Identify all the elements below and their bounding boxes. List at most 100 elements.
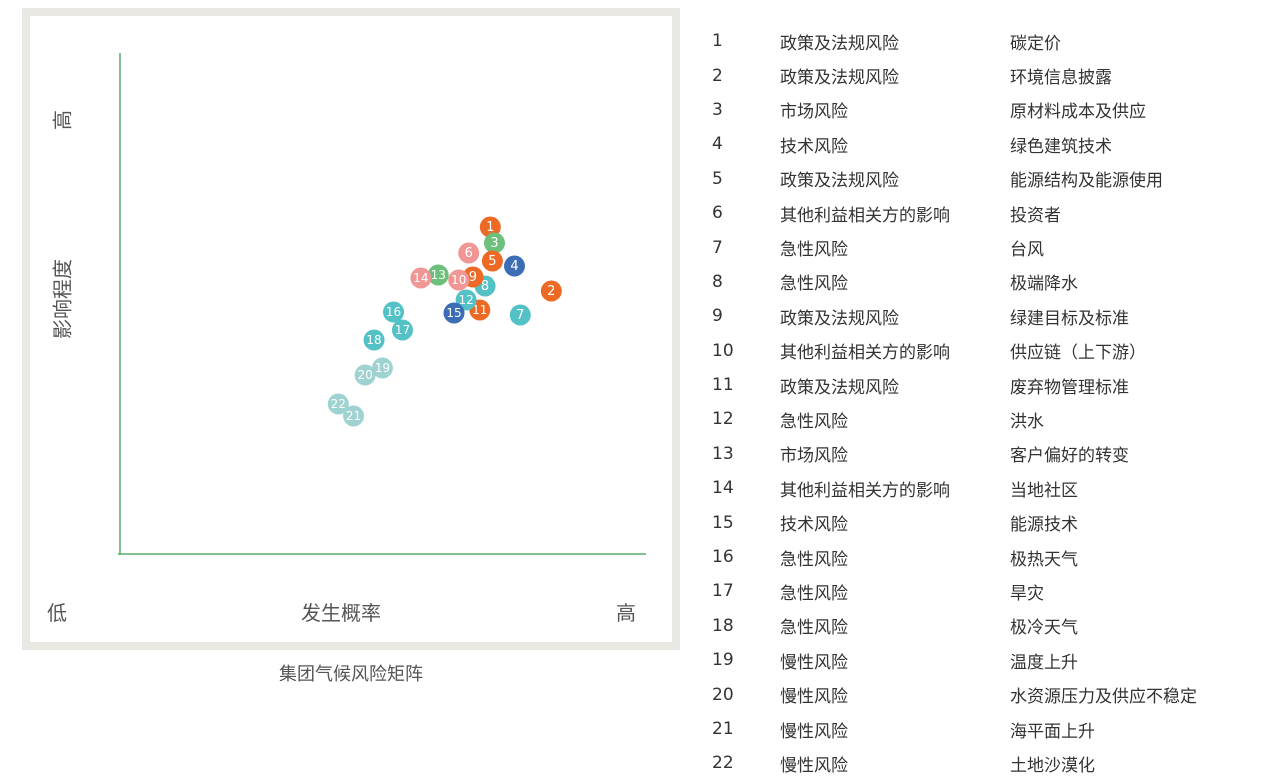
point-label: 18	[366, 333, 381, 347]
point-16: 16	[383, 301, 405, 323]
risk-item: 环境信息披露	[1010, 68, 1112, 89]
point-22: 22	[327, 393, 349, 415]
point-2: 2	[540, 280, 562, 302]
point-marker	[479, 216, 501, 238]
table-row: 6 其他利益相关方的影响 投资者	[700, 196, 1260, 230]
y-axis-label: 影响程度	[51, 259, 75, 339]
point-19: 19	[371, 357, 393, 379]
point-17: 17	[391, 319, 413, 341]
risk-item: 土地沙漠化	[1010, 755, 1095, 776]
row-number: 14	[712, 478, 734, 499]
point-label: 7	[516, 308, 524, 323]
row-number: 22	[712, 753, 734, 774]
risk-item: 旱灾	[1010, 583, 1044, 604]
point-marker	[327, 393, 349, 415]
point-label: 6	[465, 246, 473, 261]
point-label: 8	[481, 279, 489, 294]
point-marker	[410, 267, 432, 289]
risk-category: 市场风险	[780, 102, 848, 123]
point-marker	[443, 302, 465, 324]
risk-category: 政策及法规风险	[780, 308, 899, 329]
risk-item: 极端降水	[1010, 274, 1078, 295]
table-row: 1 政策及法规风险 碳定价	[700, 24, 1260, 58]
risk-item: 当地社区	[1010, 480, 1078, 501]
risk-table: 1 政策及法规风险 碳定价 2 政策及法规风险 环境信息披露 3 市场风险 原材料成本及供应 4 技…	[700, 24, 1260, 781]
risk-item: 能源技术	[1010, 515, 1078, 536]
point-label: 10	[451, 273, 466, 287]
point-6: 6	[458, 242, 480, 264]
table-row: 8 急性风险 极端降水	[700, 265, 1260, 299]
table-row: 15 技术风险 能源技术	[700, 505, 1260, 539]
risk-category: 政策及法规风险	[780, 377, 899, 398]
risk-item: 碳定价	[1010, 33, 1061, 54]
table-row: 14 其他利益相关方的影响 当地社区	[700, 471, 1260, 505]
risk-category: 技术风险	[780, 136, 848, 157]
point-marker	[427, 264, 449, 286]
point-label: 3	[490, 236, 498, 251]
table-row: 12 急性风险 洪水	[700, 402, 1260, 436]
x-high-label: 高	[616, 601, 636, 625]
row-number: 5	[712, 168, 723, 189]
point-label: 20	[357, 368, 372, 382]
risk-item: 海平面上升	[1010, 721, 1095, 742]
row-number: 16	[712, 547, 734, 568]
point-marker	[391, 319, 413, 341]
point-marker	[448, 269, 470, 291]
table-row: 17 急性风险 旱灾	[700, 574, 1260, 608]
point-marker	[458, 242, 480, 264]
risk-category: 市场风险	[780, 446, 848, 467]
table-row: 7 急性风险 台风	[700, 230, 1260, 264]
point-label: 21	[346, 409, 361, 423]
table-row: 5 政策及法规风险 能源结构及能源使用	[700, 162, 1260, 196]
point-13: 13	[427, 264, 449, 286]
risk-category: 政策及法规风险	[780, 33, 899, 54]
risk-item: 温度上升	[1010, 652, 1078, 673]
point-3: 3	[484, 232, 506, 254]
point-21: 21	[343, 405, 365, 427]
point-marker	[343, 405, 365, 427]
point-marker	[481, 250, 503, 272]
risk-item: 原材料成本及供应	[1010, 102, 1146, 123]
risk-matrix-chart: 高 影响程度 低 发生概率 高 123456789101112131415161…	[47, 53, 646, 625]
risk-category: 急性风险	[780, 240, 848, 261]
point-label: 16	[386, 305, 401, 319]
point-5: 5	[481, 250, 503, 272]
table-row: 21 慢性风险 海平面上升	[700, 712, 1260, 746]
risk-item: 投资者	[1010, 205, 1061, 226]
row-number: 15	[712, 512, 734, 533]
point-marker	[509, 304, 531, 326]
chart-frame: 高 影响程度 低 发生概率 高 1 2 3 4 5 6 7 8 9 10 11 12 13 14 15 16 1…	[22, 8, 680, 650]
point-label: 12	[458, 293, 473, 307]
risk-item: 绿建目标及标准	[1010, 308, 1129, 329]
table-row: 11 政策及法规风险 废弃物管理标准	[700, 368, 1260, 402]
risk-category: 其他利益相关方的影响	[780, 205, 950, 226]
point-15: 15	[443, 302, 465, 324]
row-number: 13	[712, 443, 734, 464]
risk-item: 废弃物管理标准	[1010, 377, 1129, 398]
row-number: 11	[712, 375, 734, 396]
point-18: 18	[363, 329, 385, 351]
risk-category: 技术风险	[780, 515, 848, 536]
table-row: 19 慢性风险 温度上升	[700, 643, 1260, 677]
point-label: 19	[375, 361, 390, 375]
risk-item: 能源结构及能源使用	[1010, 171, 1163, 192]
point-1: 1	[479, 216, 501, 238]
table-row: 20 慢性风险 水资源压力及供应不稳定	[700, 677, 1260, 711]
risk-category: 慢性风险	[780, 755, 848, 776]
row-number: 18	[712, 615, 734, 636]
risk-item: 极冷天气	[1010, 618, 1078, 639]
risk-item: 绿色建筑技术	[1010, 136, 1112, 157]
row-number: 2	[712, 65, 723, 86]
point-label: 4	[510, 259, 518, 274]
point-label: 13	[431, 268, 446, 282]
row-number: 6	[712, 203, 723, 224]
point-4: 4	[504, 255, 525, 277]
row-number: 10	[712, 340, 734, 361]
risk-item: 洪水	[1010, 411, 1044, 432]
point-label: 1	[486, 220, 494, 235]
risk-category: 慢性风险	[780, 687, 848, 708]
risk-category: 政策及法规风险	[780, 68, 899, 89]
point-marker	[383, 301, 405, 323]
table-row: 3 市场风险 原材料成本及供应	[700, 93, 1260, 127]
row-number: 3	[712, 99, 723, 120]
